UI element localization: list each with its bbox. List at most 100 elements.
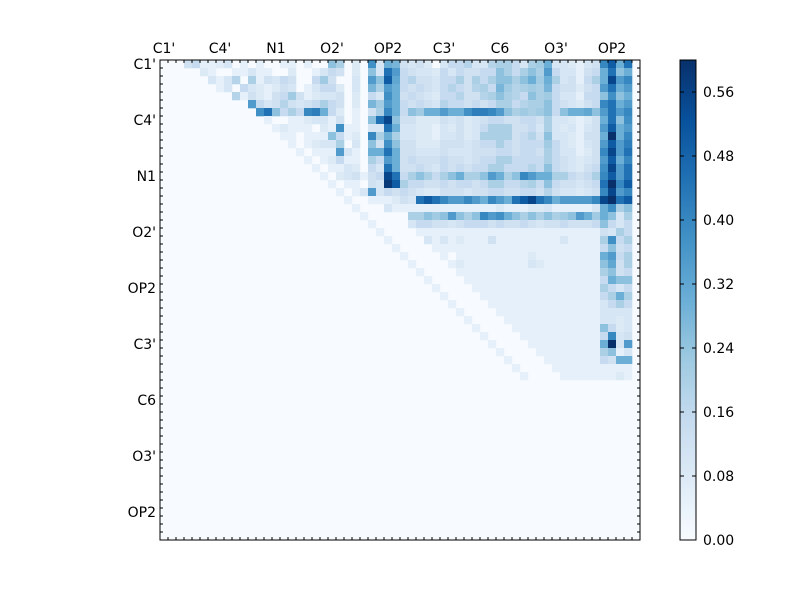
heatmap-cell — [336, 116, 345, 125]
heatmap-cell — [408, 172, 417, 181]
heatmap-cell — [352, 76, 361, 85]
heatmap-cell — [576, 84, 585, 93]
heatmap-cell — [544, 204, 553, 213]
heatmap-cell — [624, 260, 633, 269]
heatmap-cell — [616, 140, 625, 149]
heatmap-cell — [256, 76, 265, 85]
heatmap-cell — [368, 92, 377, 101]
heatmap-cell — [376, 116, 385, 125]
heatmap-cell — [616, 324, 625, 333]
heatmap-cell — [440, 124, 449, 133]
heatmap-cell — [560, 156, 569, 165]
heatmap-cell — [616, 204, 625, 213]
heatmap-cell — [336, 156, 345, 165]
heatmap-cell — [448, 100, 457, 109]
heatmap-cell — [544, 188, 553, 197]
heatmap-cell — [456, 188, 465, 197]
heatmap-cell — [448, 196, 457, 205]
heatmap-cell — [288, 76, 297, 85]
heatmap-cell — [408, 164, 417, 173]
heatmap-cell — [336, 172, 345, 181]
heatmap-cell — [520, 172, 529, 181]
heatmap-cell — [456, 60, 465, 69]
heatmap-cell — [480, 260, 489, 269]
heatmap-cell — [584, 164, 593, 173]
heatmap-cell — [584, 372, 593, 381]
heatmap-cell — [600, 188, 609, 197]
heatmap-cell — [504, 76, 513, 85]
heatmap-cell — [608, 340, 617, 349]
heatmap-cell — [520, 268, 529, 277]
heatmap-cell — [600, 116, 609, 125]
heatmap-cell — [400, 252, 409, 261]
heatmap-cell — [344, 148, 353, 157]
heatmap-cell — [392, 172, 401, 181]
heatmap-cell — [600, 244, 609, 253]
heatmap-cell — [344, 172, 353, 181]
heatmap-cell — [456, 92, 465, 101]
heatmap-cell — [608, 148, 617, 157]
heatmap-cell — [528, 100, 537, 109]
heatmap-cell — [408, 220, 417, 229]
heatmap-cell — [456, 244, 465, 253]
heatmap-cell — [536, 76, 545, 85]
heatmap-cell — [576, 372, 585, 381]
heatmap-cell — [368, 164, 377, 173]
heatmap-cell — [600, 164, 609, 173]
heatmap-cell — [568, 348, 577, 357]
heatmap-cell — [440, 172, 449, 181]
heatmap-cell — [560, 84, 569, 93]
heatmap-cell — [504, 124, 513, 133]
heatmap-cell — [528, 260, 537, 269]
heatmap-cell — [504, 300, 513, 309]
heatmap-cell — [384, 172, 393, 181]
heatmap-cell — [624, 84, 633, 93]
heatmap-cell — [584, 76, 593, 85]
heatmap-cell — [472, 284, 481, 293]
heatmap-cell — [560, 364, 569, 373]
heatmap-cell — [576, 116, 585, 125]
heatmap-cell — [512, 196, 521, 205]
heatmap-cell — [504, 292, 513, 301]
heatmap-cell — [520, 276, 529, 285]
heatmap-cell — [584, 300, 593, 309]
heatmap-cell — [488, 132, 497, 141]
heatmap-cell — [600, 260, 609, 269]
heatmap-cell — [280, 60, 289, 69]
heatmap-cell — [544, 172, 553, 181]
heatmap-cell — [448, 116, 457, 125]
heatmap-cell — [608, 308, 617, 317]
heatmap-cell — [544, 300, 553, 309]
heatmap-cell — [440, 228, 449, 237]
heatmap-cell — [520, 188, 529, 197]
heatmap-cell — [608, 116, 617, 125]
heatmap-cell — [616, 188, 625, 197]
heatmap-cell — [400, 60, 409, 69]
heatmap-cell — [480, 124, 489, 133]
heatmap-cell — [576, 332, 585, 341]
heatmap-cell — [304, 100, 313, 109]
heatmap-cell — [512, 284, 521, 293]
x-tick-label: N1 — [266, 41, 285, 57]
heatmap-cell — [512, 132, 521, 141]
heatmap-cell — [384, 196, 393, 205]
heatmap-cell — [600, 156, 609, 165]
heatmap-cell — [568, 292, 577, 301]
heatmap-cell — [504, 164, 513, 173]
heatmap-cell — [440, 76, 449, 85]
heatmap-cell — [472, 92, 481, 101]
heatmap-cell — [480, 228, 489, 237]
heatmap-cell — [528, 108, 537, 117]
heatmap-cell — [472, 204, 481, 213]
heatmap-cell — [440, 60, 449, 69]
heatmap-cell — [464, 156, 473, 165]
heatmap-cell — [552, 188, 561, 197]
heatmap-cell — [568, 164, 577, 173]
heatmap-cell — [616, 308, 625, 317]
heatmap-cell — [256, 92, 265, 101]
y-axis-labels: C1' C4' N1 O2' OP2 C3' C6 O3' OP2 — [128, 57, 156, 521]
heatmap-cell — [624, 164, 633, 173]
heatmap-cell — [576, 276, 585, 285]
heatmap-cell — [560, 220, 569, 229]
heatmap-cell — [600, 196, 609, 205]
